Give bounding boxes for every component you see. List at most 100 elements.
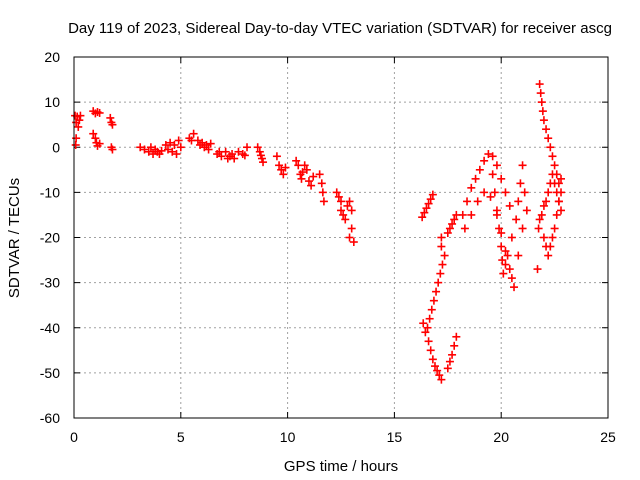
data-point — [557, 206, 566, 215]
data-point — [424, 337, 433, 346]
data-point — [448, 219, 457, 228]
data-point — [230, 154, 239, 163]
x-tick-label: 15 — [387, 429, 403, 445]
data-point — [544, 188, 553, 197]
data-point — [95, 108, 104, 117]
data-point — [499, 269, 508, 278]
data-point — [452, 332, 461, 341]
data-point — [542, 197, 551, 206]
data-point — [471, 174, 480, 183]
data-point — [166, 138, 175, 147]
data-point — [257, 154, 266, 163]
data-point — [334, 192, 343, 201]
data-point — [544, 251, 553, 260]
data-point — [140, 145, 149, 154]
data-point — [136, 143, 145, 152]
data-point — [71, 140, 80, 149]
data-point — [259, 158, 268, 167]
data-point — [318, 188, 327, 197]
data-point — [505, 201, 514, 210]
data-point — [277, 165, 286, 174]
data-point — [445, 224, 454, 233]
data-point — [332, 188, 341, 197]
data-point — [538, 107, 547, 116]
data-point — [429, 296, 438, 305]
series-s6 — [213, 143, 252, 163]
data-point — [228, 150, 237, 159]
y-tick-label: 10 — [44, 94, 60, 110]
y-tick-label: -10 — [40, 184, 60, 200]
data-point — [176, 143, 185, 152]
data-point — [520, 188, 529, 197]
series-s13 — [437, 210, 461, 373]
data-point — [91, 134, 100, 143]
data-point — [272, 152, 281, 161]
data-point — [317, 179, 326, 188]
data-point — [536, 89, 545, 98]
data-point — [557, 188, 566, 197]
y-tick-label: 0 — [52, 139, 60, 155]
data-point — [345, 233, 354, 242]
x-tick-labels: 0 5 10 15 20 25 — [70, 429, 616, 445]
y-tick-label: -40 — [40, 320, 60, 336]
series-s14 — [458, 150, 519, 292]
data-point — [146, 143, 155, 152]
data-point — [436, 269, 445, 278]
data-point — [467, 210, 476, 219]
data-point — [498, 256, 507, 265]
data-point — [425, 314, 434, 323]
data-point — [170, 140, 179, 149]
data-point — [297, 174, 306, 183]
y-tick-label: -60 — [40, 410, 60, 426]
data-point — [440, 251, 449, 260]
y-tick-label: -30 — [40, 275, 60, 291]
data-point — [255, 147, 264, 156]
data-point — [492, 161, 501, 170]
data-point — [518, 161, 527, 170]
data-point — [480, 188, 489, 197]
series-s8 — [272, 152, 290, 179]
data-point — [174, 136, 183, 145]
y-tick-label: 20 — [44, 49, 60, 65]
data-point — [554, 179, 563, 188]
data-point — [518, 224, 527, 233]
data-point — [108, 120, 117, 129]
data-point — [345, 197, 354, 206]
data-point — [507, 233, 516, 242]
data-point — [432, 287, 441, 296]
series-s15 — [488, 161, 531, 278]
data-point — [480, 156, 489, 165]
series-s2 — [89, 107, 104, 150]
data-point — [501, 188, 510, 197]
data-point — [243, 143, 252, 152]
data-point — [435, 371, 444, 380]
data-point — [539, 201, 548, 210]
data-point — [443, 364, 452, 373]
data-point — [426, 195, 435, 204]
data-point — [347, 206, 356, 215]
data-point — [319, 197, 328, 206]
data-point — [307, 181, 316, 190]
data-point — [544, 134, 553, 143]
series-s1 — [71, 111, 85, 149]
series-s9 — [292, 156, 318, 190]
data-point — [537, 98, 546, 107]
data-point — [234, 147, 243, 156]
data-point — [467, 183, 476, 192]
x-tick-label: 25 — [600, 429, 616, 445]
data-point — [206, 139, 215, 148]
data-point — [298, 168, 307, 177]
data-point — [434, 278, 443, 287]
x-axis-title: GPS time / hours — [284, 458, 398, 475]
data-point — [74, 122, 83, 131]
data-point — [501, 247, 510, 256]
data-point — [292, 156, 301, 165]
series-s11 — [332, 188, 358, 247]
data-point — [548, 152, 557, 161]
data-point — [516, 179, 525, 188]
data-point — [550, 224, 559, 233]
x-tick-label: 10 — [280, 429, 296, 445]
data-point — [424, 199, 433, 208]
data-point — [437, 375, 446, 384]
data-point — [422, 204, 431, 213]
